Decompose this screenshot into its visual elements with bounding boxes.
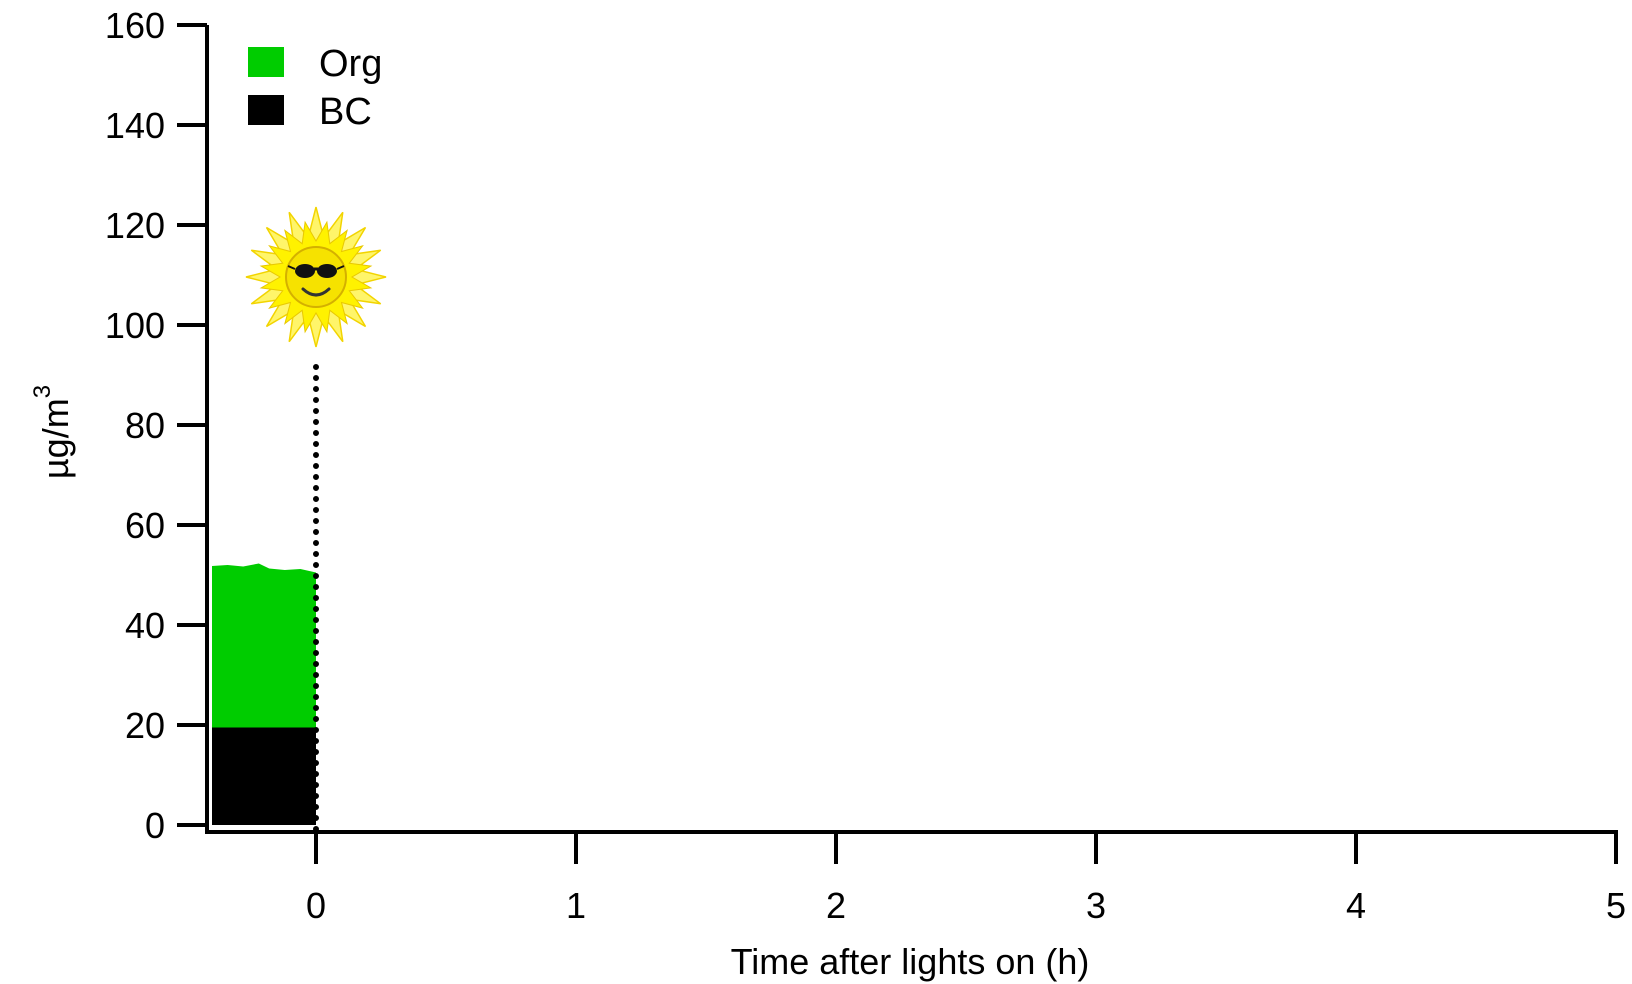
y-axis-title-group: µg/m3 <box>29 385 76 479</box>
y-tick-label: 0 <box>145 805 165 846</box>
y-axis-title-main: µg/m <box>35 398 76 479</box>
legend-swatch-org <box>248 47 284 77</box>
y-tick-label: 80 <box>125 405 165 446</box>
y-tick-label: 40 <box>125 605 165 646</box>
sun-with-sunglasses-icon <box>245 206 387 348</box>
x-axis-title: Time after lights on (h) <box>731 941 1090 982</box>
annotation-layer <box>245 206 387 832</box>
area-bc <box>212 727 316 825</box>
x-tick-label: 5 <box>1606 885 1626 926</box>
y-tick-label: 60 <box>125 505 165 546</box>
plot-areas <box>212 563 316 825</box>
x-tick-label: 2 <box>826 885 846 926</box>
legend: Org BC <box>248 43 382 133</box>
x-tick-label: 1 <box>566 885 586 926</box>
legend-label-bc: BC <box>319 91 372 133</box>
x-tick-label: 4 <box>1346 885 1366 926</box>
y-tick-label: 100 <box>105 305 165 346</box>
y-tick-label: 20 <box>125 705 165 746</box>
area-org <box>212 563 316 728</box>
y-axis-title: µg/m3 <box>29 385 76 479</box>
x-tick-label: 0 <box>306 885 326 926</box>
x-tick-label: 3 <box>1086 885 1106 926</box>
y-tick-label: 140 <box>105 105 165 146</box>
legend-swatch-bc <box>248 95 284 125</box>
y-axis-title-superscript: 3 <box>29 385 56 398</box>
y-tick-label: 120 <box>105 205 165 246</box>
legend-label-org: Org <box>319 43 382 85</box>
y-tick-label: 160 <box>105 5 165 46</box>
axes: 0 20 40 60 80 100 120 140 160 0 1 2 3 4 5 <box>105 5 1626 926</box>
